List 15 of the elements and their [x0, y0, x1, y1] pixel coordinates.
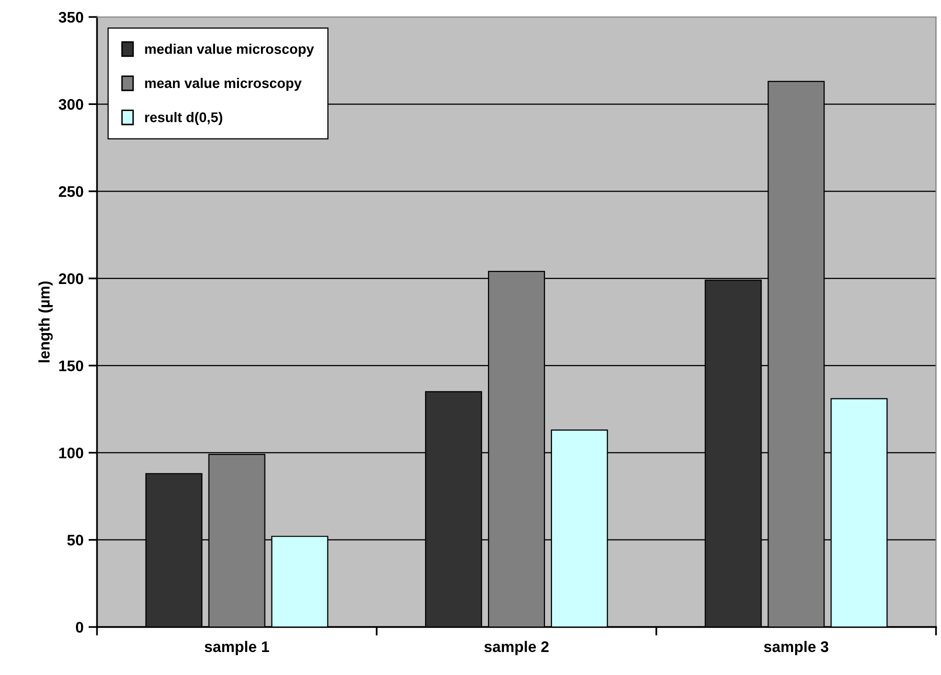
y-tick-label: 50 [67, 534, 84, 546]
y-tick-label: 300 [58, 99, 84, 110]
legend-label: result d(0,5) [145, 112, 222, 125]
y-axis-title: length (µm) [38, 281, 53, 362]
legend-label: mean value microscopy [145, 78, 302, 91]
y-tick-label: 100 [59, 448, 84, 458]
x-tick-label: sample 1 [204, 640, 270, 656]
x-tick-label: sample 2 [484, 640, 549, 656]
y-tick-label: 250 [58, 186, 84, 197]
y-tick-label: 150 [59, 360, 84, 372]
legend-label: median value microscopy [145, 44, 314, 57]
y-tick-label: 0 [76, 622, 84, 633]
x-tick-label: sample 3 [764, 640, 828, 656]
y-tick-label: 200 [58, 273, 84, 284]
y-tick-label: 350 [58, 12, 84, 23]
